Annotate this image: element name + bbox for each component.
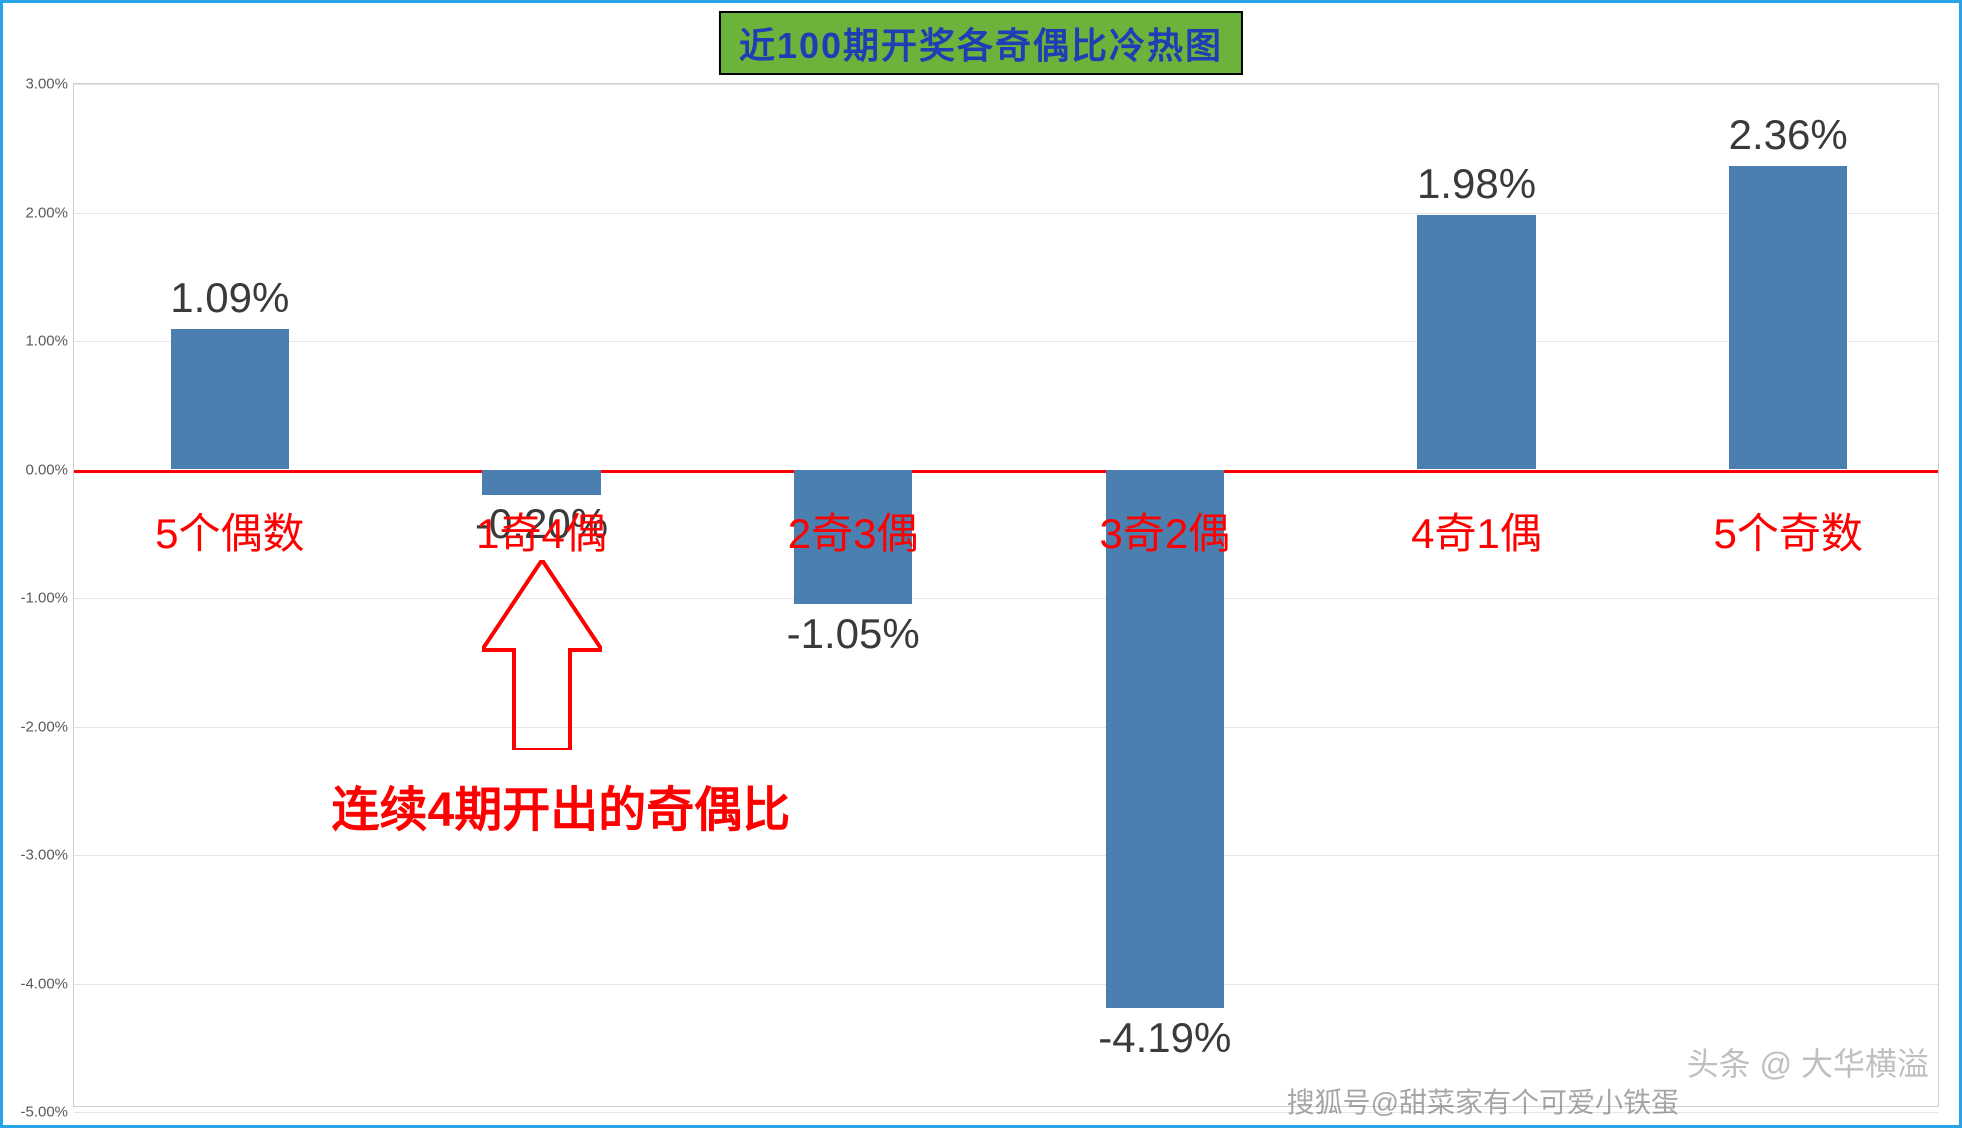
gridline [74, 598, 1938, 599]
ytick-label: 3.00% [25, 76, 68, 93]
category-label: 2奇3偶 [788, 500, 919, 561]
category-label: 5个奇数 [1713, 500, 1862, 561]
chart-title: 近100期开奖各奇偶比冷热图 [739, 25, 1223, 66]
category-label: 1奇4偶 [476, 500, 607, 561]
ytick-label: -1.00% [20, 590, 68, 607]
ytick-label: -4.00% [20, 975, 68, 992]
bar [482, 470, 600, 496]
ytick-label: 0.00% [25, 461, 68, 478]
ytick-label: -5.00% [20, 1104, 68, 1121]
value-label: 2.36% [1729, 111, 1848, 159]
watermark: 搜狐号@甜菜家有个可爱小铁蛋 [1287, 1081, 1679, 1121]
gridline [74, 341, 1938, 342]
category-label: 4奇1偶 [1411, 500, 1542, 561]
ytick-label: -2.00% [20, 718, 68, 735]
bar [171, 329, 289, 469]
bar [1417, 215, 1535, 469]
gridline [74, 855, 1938, 856]
category-label: 5个偶数 [155, 500, 304, 561]
value-label: -1.05% [787, 610, 920, 658]
category-label: 3奇2偶 [1099, 500, 1230, 561]
plot-area: -5.00%-4.00%-3.00%-2.00%-1.00%0.00%1.00%… [73, 83, 1939, 1107]
value-label: 1.98% [1417, 160, 1536, 208]
annotation-text: 连续4期开出的奇偶比 [332, 770, 791, 840]
gridline [74, 984, 1938, 985]
value-label: 1.09% [170, 274, 289, 322]
gridline [74, 213, 1938, 214]
value-label: -4.19% [1098, 1014, 1231, 1062]
watermark: 头条 @ 大华横溢 [1687, 1039, 1929, 1085]
ytick-label: 1.00% [25, 333, 68, 350]
chart-title-box: 近100期开奖各奇偶比冷热图 [719, 11, 1243, 75]
ytick-label: -3.00% [20, 847, 68, 864]
zero-line [74, 470, 1938, 473]
bar [1729, 166, 1847, 469]
gridline [74, 84, 1938, 85]
gridline [74, 727, 1938, 728]
arrow-up-icon [482, 560, 602, 750]
chart-container: 近100期开奖各奇偶比冷热图 -5.00%-4.00%-3.00%-2.00%-… [0, 0, 1962, 1128]
ytick-label: 2.00% [25, 204, 68, 221]
